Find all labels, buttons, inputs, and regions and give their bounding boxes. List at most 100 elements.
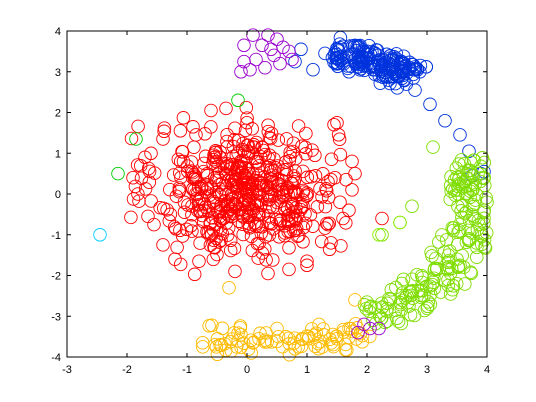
data-point [313, 334, 327, 349]
data-point [264, 216, 279, 231]
y-tick-label: 0 [55, 189, 61, 201]
data-point [452, 224, 466, 238]
data-point [393, 295, 408, 310]
data-point [176, 111, 191, 125]
data-point [144, 146, 158, 161]
data-point [372, 228, 386, 242]
data-point [321, 175, 335, 189]
data-point [464, 266, 479, 281]
data-point [283, 149, 297, 164]
data-point [354, 54, 368, 69]
data-point [453, 217, 467, 232]
data-point [157, 121, 172, 135]
data-point [300, 258, 314, 273]
data-point [231, 326, 245, 340]
data-point [380, 314, 394, 328]
data-point [324, 152, 339, 166]
data-point [287, 174, 301, 189]
data-point [374, 311, 388, 326]
data-point [193, 236, 207, 250]
data-point [261, 188, 276, 202]
data-point [309, 326, 324, 340]
data-point [282, 262, 296, 277]
data-point [399, 66, 414, 81]
data-point [469, 236, 484, 250]
data-point [247, 140, 262, 155]
data-point [451, 183, 466, 197]
data-point [288, 54, 302, 69]
data-point [209, 340, 224, 354]
data-point [262, 130, 277, 145]
data-point [295, 332, 310, 346]
data-point [144, 194, 158, 208]
data-point [313, 181, 327, 196]
data-point [375, 300, 389, 314]
data-point [381, 61, 395, 75]
data-point [314, 234, 329, 249]
data-point [296, 193, 310, 207]
data-point [293, 202, 308, 217]
data-point [336, 211, 350, 226]
data-point [311, 336, 325, 351]
data-point [213, 213, 228, 227]
data-point [308, 168, 323, 183]
data-point [172, 181, 187, 195]
data-point [321, 217, 335, 232]
data-point [470, 240, 484, 255]
data-point [348, 293, 362, 307]
data-point [475, 151, 490, 165]
data-point [239, 100, 254, 115]
data-point [443, 244, 457, 258]
data-point [291, 119, 306, 133]
data-point [250, 236, 265, 251]
data-point [205, 211, 220, 225]
data-point [194, 191, 209, 206]
data-point [331, 128, 346, 142]
data-point [213, 150, 227, 165]
data-point [263, 165, 278, 179]
data-point [432, 235, 446, 249]
data-point [196, 164, 211, 179]
data-point [321, 190, 336, 205]
data-point [261, 124, 276, 139]
data-point [147, 166, 162, 180]
y-tick-label: 2 [55, 108, 61, 120]
data-point [330, 115, 344, 130]
data-point [355, 328, 370, 343]
data-point [305, 322, 319, 336]
data-point [200, 181, 215, 196]
data-point [330, 56, 345, 70]
data-point [299, 126, 313, 141]
data-point [255, 246, 270, 260]
data-point [443, 287, 458, 301]
data-point [332, 53, 347, 68]
data-point [126, 170, 140, 185]
data-point [254, 226, 268, 241]
data-point [175, 229, 190, 243]
data-point [261, 28, 275, 42]
data-point [285, 52, 299, 67]
data-point [187, 267, 202, 282]
data-point [453, 128, 467, 142]
data-point [242, 188, 256, 203]
data-point [383, 292, 398, 307]
data-point [423, 287, 438, 302]
data-point [229, 179, 244, 194]
data-point [306, 219, 320, 233]
data-point [403, 308, 418, 322]
data-point [156, 201, 171, 216]
data-point [243, 62, 257, 77]
data-point [203, 238, 218, 252]
data-point [355, 335, 370, 349]
data-point [463, 265, 478, 279]
data-point [425, 277, 440, 292]
data-point [427, 261, 442, 276]
data-point [263, 159, 277, 173]
data-point [479, 191, 493, 205]
data-point [312, 317, 326, 332]
data-point [132, 194, 146, 208]
data-point [291, 340, 306, 354]
data-point [207, 196, 222, 211]
data-point [453, 258, 467, 273]
data-point [295, 139, 309, 153]
